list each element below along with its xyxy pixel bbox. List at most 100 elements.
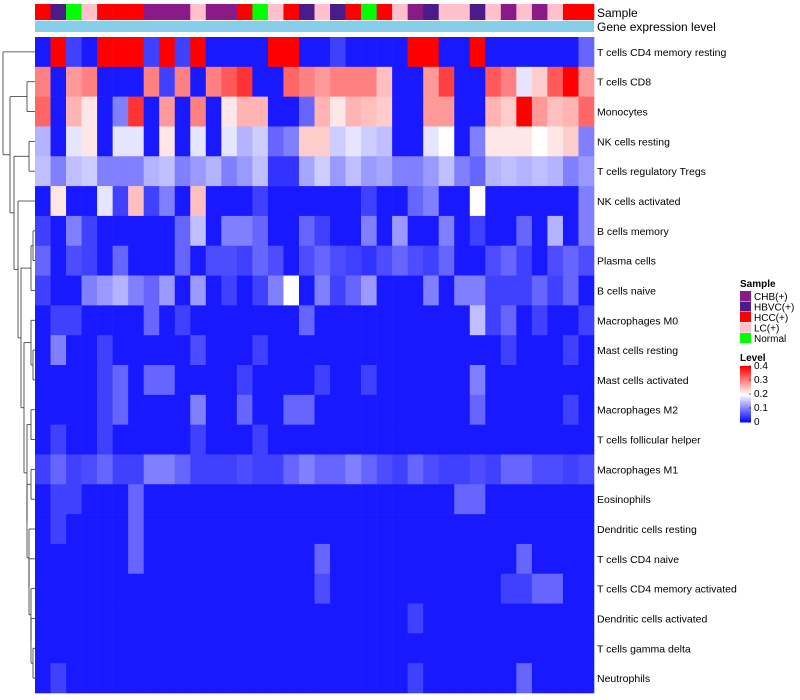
heatmap-cell <box>345 633 362 664</box>
heatmap-cell <box>500 663 517 694</box>
heatmap-cell <box>392 305 408 336</box>
row-label: T cells regulatory Tregs <box>597 166 706 178</box>
heatmap-cell <box>236 424 253 455</box>
row-label: NK cells activated <box>597 196 681 208</box>
heatmap-cell <box>205 305 222 336</box>
heatmap-cell <box>314 543 331 575</box>
heatmap-cell <box>314 245 331 276</box>
heatmap-cell <box>143 573 160 604</box>
heatmap-cell <box>469 514 486 545</box>
level-gradient-step <box>740 412 751 415</box>
level-gradient-step <box>740 408 751 410</box>
heatmap-cell <box>330 543 346 575</box>
sample-annotation-cell <box>112 4 129 20</box>
level-gradient-step <box>740 371 751 374</box>
heatmap-cell <box>547 573 564 604</box>
heatmap-cell <box>562 514 579 545</box>
heatmap-cell <box>35 186 51 217</box>
heatmap-cell <box>454 66 471 97</box>
heatmap-cell <box>128 514 144 545</box>
heatmap-cell <box>345 275 362 306</box>
heatmap-cell <box>112 215 129 247</box>
heatmap-cell <box>469 156 486 187</box>
heatmap-cell <box>81 37 98 68</box>
heatmap-cell <box>330 394 346 425</box>
heatmap-cell <box>221 484 238 515</box>
heatmap-cell <box>500 66 517 97</box>
heatmap-cell <box>221 37 238 68</box>
heatmap-cell <box>174 663 191 694</box>
heatmap-cell <box>376 275 393 306</box>
heatmap-cell <box>97 484 113 515</box>
heatmap-cell <box>547 186 564 217</box>
heatmap-cell <box>516 126 533 157</box>
heatmap-cell <box>438 37 455 68</box>
heatmap-cell <box>190 454 207 485</box>
heatmap-cell <box>143 156 160 187</box>
heatmap-cell <box>516 573 533 604</box>
heatmap-cell <box>205 37 222 68</box>
heatmap-cell <box>485 543 502 575</box>
level-gradient-step <box>740 406 751 409</box>
heatmap-cell <box>531 66 548 97</box>
sample-annotation-cell <box>128 4 144 20</box>
heatmap-cell <box>392 603 408 634</box>
heatmap-cell <box>50 96 67 127</box>
heatmap-cells <box>35 37 595 694</box>
heatmap-cell <box>50 275 67 306</box>
heatmap-cell <box>81 663 98 694</box>
heatmap-cell <box>438 96 455 127</box>
sample-annotation-track <box>35 4 595 20</box>
heatmap-cell <box>190 215 207 247</box>
heatmap-cell <box>35 663 51 694</box>
heatmap-cell <box>205 543 222 575</box>
heatmap-cell <box>298 96 315 127</box>
heatmap-cell <box>454 633 471 664</box>
heatmap-cell <box>578 603 595 634</box>
heatmap-cell <box>531 37 548 68</box>
heatmap-cell <box>407 663 424 694</box>
heatmap-cell <box>221 603 238 634</box>
sample-annotation-cell <box>159 4 176 20</box>
heatmap-cell <box>547 37 564 68</box>
heatmap-cell <box>221 66 238 97</box>
heatmap-cell <box>361 245 377 276</box>
heatmap-cell <box>143 394 160 425</box>
heatmap-cell <box>578 573 595 604</box>
heatmap-cell <box>267 394 284 425</box>
heatmap-cell <box>500 394 517 425</box>
heatmap-cell <box>143 424 160 455</box>
heatmap-cell <box>330 573 346 604</box>
heatmap-cell <box>376 573 393 604</box>
heatmap-cell <box>35 275 51 306</box>
heatmap-cell <box>500 424 517 455</box>
heatmap-cell <box>283 663 300 694</box>
heatmap-cell <box>128 305 144 336</box>
heatmap-cell <box>267 543 284 575</box>
heatmap-cell <box>438 633 455 664</box>
heatmap-cell <box>50 663 67 694</box>
heatmap-cell <box>438 215 455 247</box>
heatmap-cell <box>454 454 471 485</box>
heatmap-cell <box>438 484 455 515</box>
heatmap-cell <box>267 365 284 396</box>
heatmap-cell <box>252 573 269 604</box>
heatmap-cell <box>500 573 517 604</box>
heatmap-cell <box>66 66 82 97</box>
heatmap-cell <box>236 633 253 664</box>
heatmap-cell <box>66 394 82 425</box>
sample-annotation-cell <box>423 4 440 20</box>
heatmap-cell <box>97 126 113 157</box>
sample-legend-swatch <box>740 333 751 343</box>
heatmap-cell <box>407 543 424 575</box>
heatmap-cell <box>531 394 548 425</box>
heatmap-cell <box>361 66 377 97</box>
heatmap-cell <box>330 454 346 485</box>
heatmap-cell <box>159 215 176 247</box>
heatmap-cell <box>97 633 113 664</box>
heatmap-cell <box>345 514 362 545</box>
heatmap-cell <box>392 454 408 485</box>
heatmap-cell <box>236 365 253 396</box>
heatmap-cell <box>562 603 579 634</box>
heatmap-cell <box>330 365 346 396</box>
